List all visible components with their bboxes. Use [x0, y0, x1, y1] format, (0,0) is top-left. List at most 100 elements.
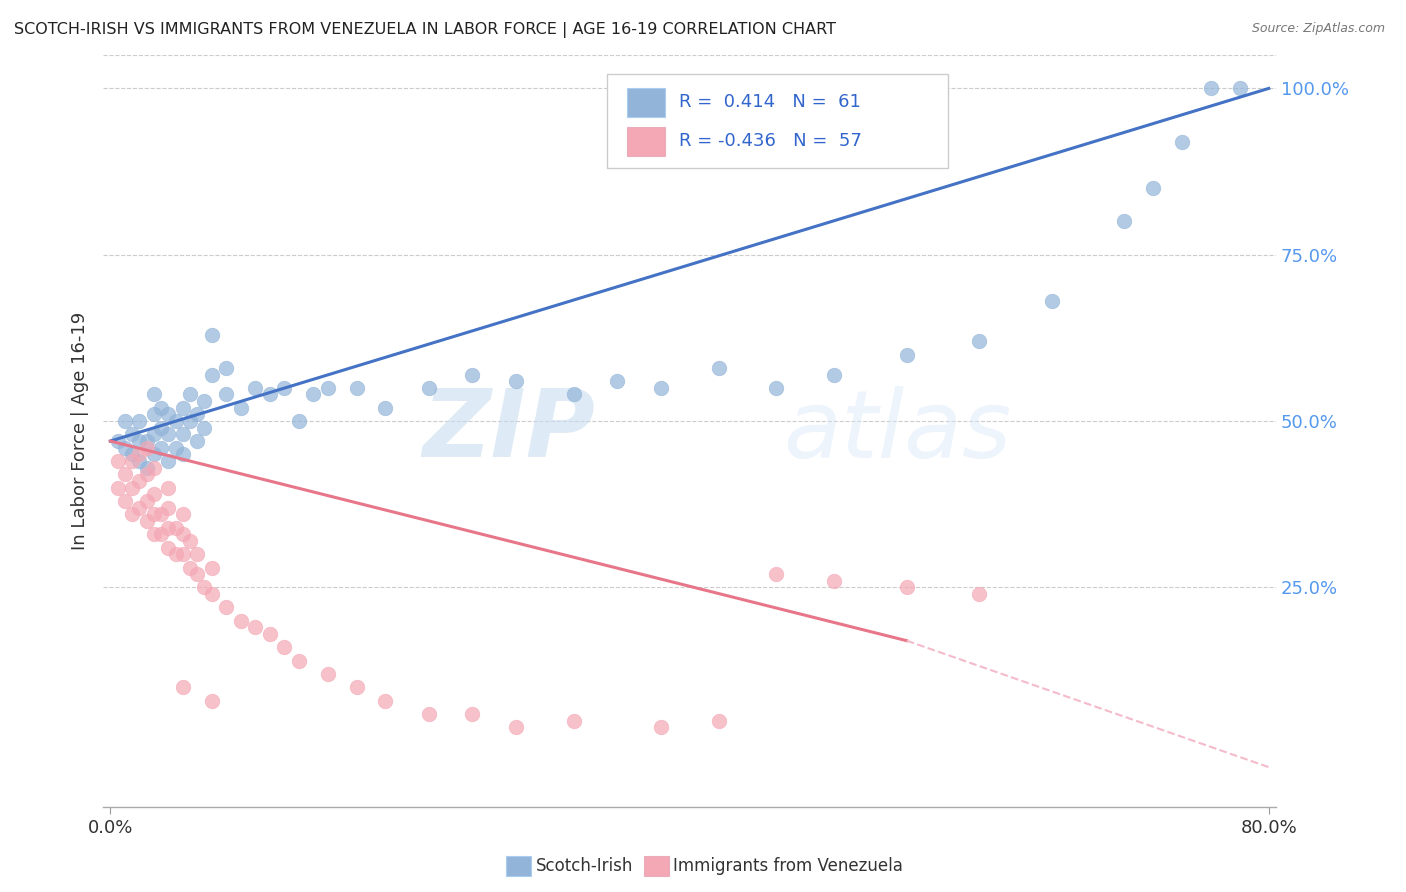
Point [128, 474, 150, 488]
Point [150, 441, 173, 455]
Point [135, 460, 157, 475]
Point [765, 381, 787, 395]
Point [172, 527, 194, 541]
Point [142, 527, 165, 541]
Point [461, 368, 484, 382]
Point [259, 627, 281, 641]
Point [179, 387, 201, 401]
Point [128, 500, 150, 515]
Point [215, 600, 238, 615]
Point [186, 408, 208, 422]
Point [346, 680, 368, 694]
Point [142, 460, 165, 475]
Point [562, 387, 585, 401]
Point [114, 441, 136, 455]
Point [142, 508, 165, 522]
Point [186, 547, 208, 561]
Point [243, 620, 266, 634]
Point [201, 560, 224, 574]
Point [765, 567, 787, 582]
Point [823, 574, 845, 588]
Point [114, 467, 136, 482]
Point [157, 481, 180, 495]
Point [135, 434, 157, 448]
Point [302, 387, 325, 401]
Point [259, 387, 281, 401]
Point [107, 481, 129, 495]
Point [107, 434, 129, 448]
Point [316, 667, 339, 681]
Point [135, 441, 157, 455]
Point [418, 706, 440, 721]
Point [193, 581, 215, 595]
Point [142, 427, 165, 442]
Point [1229, 81, 1251, 95]
Point [823, 368, 845, 382]
Point [179, 414, 201, 428]
Point [165, 441, 187, 455]
Point [316, 381, 339, 395]
Point [346, 381, 368, 395]
Point [418, 381, 440, 395]
Text: SCOTCH-IRISH VS IMMIGRANTS FROM VENEZUELA IN LABOR FORCE | AGE 16-19 CORRELATION: SCOTCH-IRISH VS IMMIGRANTS FROM VENEZUEL… [14, 22, 837, 38]
Point [142, 487, 165, 501]
Point [562, 714, 585, 728]
Point [201, 327, 224, 342]
Point [896, 348, 918, 362]
Point [157, 454, 180, 468]
Point [121, 454, 143, 468]
Point [128, 414, 150, 428]
Point [150, 401, 173, 415]
Point [150, 421, 173, 435]
Point [150, 508, 173, 522]
Point [172, 547, 194, 561]
Point [967, 587, 990, 601]
Point [135, 467, 157, 482]
Point [165, 414, 187, 428]
Point [215, 360, 238, 375]
Point [135, 494, 157, 508]
Point [1142, 181, 1164, 195]
Point [1199, 81, 1222, 95]
Point [142, 447, 165, 461]
Point [606, 374, 628, 388]
Text: Scotch-Irish: Scotch-Irish [536, 857, 633, 875]
Point [157, 500, 180, 515]
Point [193, 421, 215, 435]
Point [172, 680, 194, 694]
Point [157, 541, 180, 555]
Point [896, 581, 918, 595]
Point [650, 381, 672, 395]
Point [193, 394, 215, 409]
Point [186, 567, 208, 582]
Point [215, 387, 238, 401]
Bar [627, 88, 665, 117]
Y-axis label: In Labor Force | Age 16-19: In Labor Force | Age 16-19 [72, 312, 89, 550]
Text: R = -0.436   N =  57: R = -0.436 N = 57 [679, 132, 862, 150]
Point [165, 547, 187, 561]
Point [172, 401, 194, 415]
Point [229, 401, 252, 415]
Point [505, 374, 527, 388]
Point [121, 508, 143, 522]
Point [1040, 294, 1063, 309]
Point [707, 360, 730, 375]
Point [505, 720, 527, 734]
Point [121, 481, 143, 495]
Point [121, 427, 143, 442]
Point [1171, 135, 1194, 149]
Text: R =  0.414   N =  61: R = 0.414 N = 61 [679, 94, 860, 112]
Point [201, 693, 224, 707]
Point [121, 447, 143, 461]
Point [461, 706, 484, 721]
Point [374, 693, 396, 707]
Point [967, 334, 990, 349]
Point [142, 408, 165, 422]
Point [179, 560, 201, 574]
Point [142, 387, 165, 401]
FancyBboxPatch shape [607, 74, 948, 168]
Point [273, 381, 295, 395]
Text: Source: ZipAtlas.com: Source: ZipAtlas.com [1251, 22, 1385, 36]
Point [135, 514, 157, 528]
Point [243, 381, 266, 395]
